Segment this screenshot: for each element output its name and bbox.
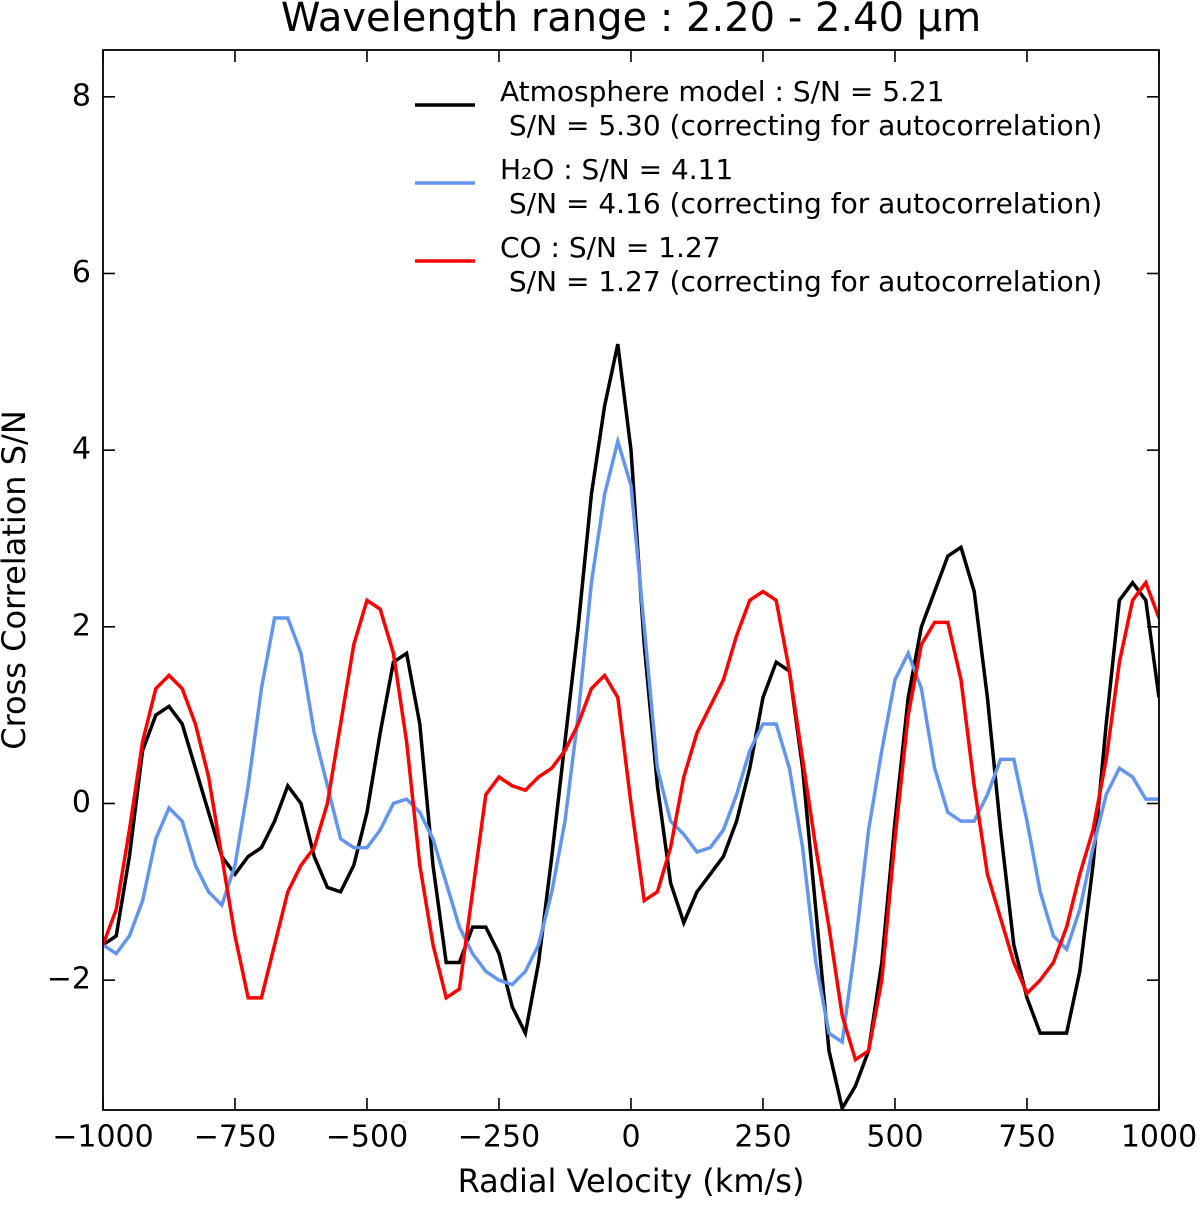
y-axis-label: Cross Correlation S/N [0,410,33,750]
y-tick-label: 2 [72,608,91,643]
chart-title: Wavelength range : 2.20 - 2.40 μm [281,0,981,41]
plot-frame [102,49,1160,1111]
y-tick-label: 4 [72,432,91,467]
legend-label: H₂O : S/N = 4.11 [500,153,733,186]
x-axis-label: Radial Velocity (km/s) [458,1162,805,1200]
x-tick-label: −1000 [52,1120,153,1155]
x-tick-label: 250 [734,1120,791,1155]
y-tick-label: −2 [47,962,91,997]
series-line [103,343,1159,1110]
legend-label: CO : S/N = 1.27 [500,231,721,264]
y-tick-label: 8 [72,78,91,113]
x-tick-label: −250 [458,1120,540,1155]
x-tick-label: 500 [866,1120,923,1155]
legend-note: S/N = 4.16 (correcting for autocorrelati… [500,187,1102,220]
series-line [103,434,1159,1045]
x-tick-label: 750 [998,1120,1055,1155]
y-tick-label: 0 [72,785,91,820]
legend-note: S/N = 5.30 (correcting for autocorrelati… [500,109,1102,142]
x-tick-label: 0 [621,1120,640,1155]
series-line [103,579,1159,1063]
legend-note: S/N = 1.27 (correcting for autocorrelati… [500,265,1102,298]
x-tick-label: −750 [194,1120,276,1155]
x-tick-label: −500 [326,1120,408,1155]
y-tick-label: 6 [72,255,91,290]
x-tick-label: 1000 [1121,1120,1197,1155]
legend-label: Atmosphere model : S/N = 5.21 [500,75,945,108]
